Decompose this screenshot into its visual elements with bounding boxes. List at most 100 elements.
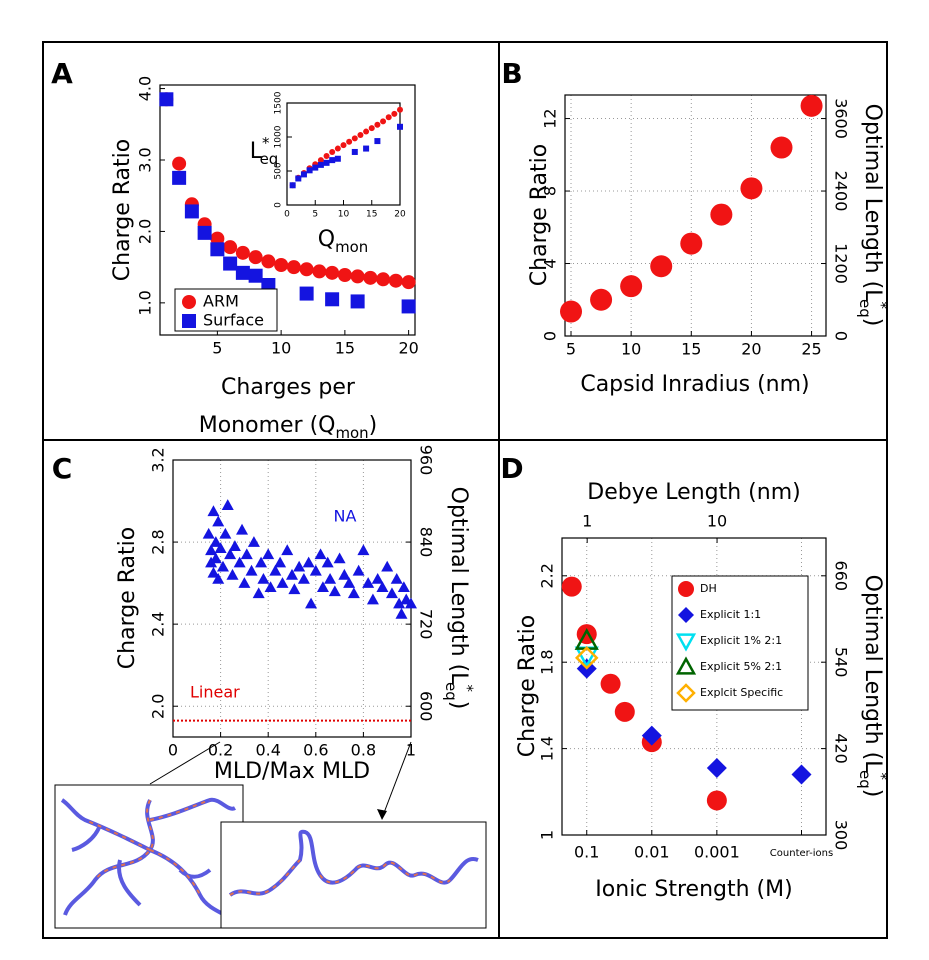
point: [351, 148, 358, 155]
label-part: *: [262, 133, 270, 151]
point: [376, 272, 391, 287]
point: [405, 597, 417, 609]
x-tick-label: 20: [398, 339, 418, 358]
x-tick-label: 10: [271, 339, 291, 358]
point: [614, 701, 635, 722]
legend-label: DH: [700, 582, 717, 595]
legend-label: Surface: [203, 311, 264, 330]
label-part: *: [873, 772, 891, 780]
y2-tick-label: 3600: [832, 98, 851, 139]
point: [600, 673, 621, 694]
label-part: Optimal Length (L: [860, 104, 885, 302]
y2-axis-label: Optimal Length (L*eq): [856, 104, 890, 327]
point: [357, 544, 370, 556]
point: [676, 683, 696, 703]
point: [706, 758, 727, 779]
point: [233, 556, 246, 568]
x-tick-label: 10: [338, 210, 350, 220]
x-axis-label: Capsid Inradius (nm): [580, 372, 809, 397]
plot-frame: [564, 94, 827, 337]
y2-tick-label: 840: [417, 527, 436, 558]
point: [209, 552, 222, 564]
point: [316, 581, 329, 593]
polymer-charges: [229, 859, 451, 896]
label-part: Optimal Length (L: [860, 575, 885, 773]
point: [312, 164, 319, 171]
point: [334, 155, 341, 162]
point: [350, 294, 365, 309]
point: [261, 254, 276, 269]
x-tick-label: 5: [566, 340, 576, 359]
y2-tick-label: 300: [832, 820, 851, 851]
point: [560, 300, 583, 323]
x-tick-label: 10: [621, 340, 641, 359]
point: [675, 656, 697, 675]
point: [302, 556, 315, 568]
point: [374, 121, 381, 128]
point: [328, 585, 341, 597]
point: [299, 262, 314, 277]
y-tick-label: 12: [541, 108, 560, 128]
point: [293, 560, 306, 572]
y-tick-label: 500: [274, 162, 284, 179]
point: [235, 245, 250, 260]
label-part: Q: [318, 227, 335, 252]
point: [678, 581, 694, 597]
point: [352, 564, 365, 576]
label-part: ): [446, 701, 471, 710]
point: [228, 540, 241, 551]
point: [172, 170, 187, 185]
point: [235, 265, 250, 280]
point: [312, 264, 327, 279]
point: [252, 587, 265, 599]
point: [351, 135, 358, 142]
y2-tick-label: 540: [832, 647, 851, 678]
y-tick-label: 1.4: [538, 736, 557, 761]
point: [197, 225, 212, 240]
y-tick-label: 8: [541, 186, 560, 196]
y-axis-label: L* eq: [250, 133, 279, 167]
point: [159, 92, 174, 107]
plot-frame: [286, 102, 401, 206]
point: [650, 255, 673, 278]
point: [325, 292, 340, 307]
point: [343, 577, 356, 588]
point: [238, 577, 251, 588]
point: [357, 131, 364, 138]
point: [306, 167, 313, 174]
x-axis-label: MLD/Max MLD: [214, 759, 370, 784]
x-tick-label: 5: [312, 210, 318, 220]
label-part: eq: [856, 770, 874, 789]
legend-label: Explcit Specific: [700, 686, 783, 699]
point: [276, 577, 289, 588]
point: [269, 564, 282, 576]
label-part: eq: [856, 299, 874, 318]
y-tick-label: 1: [538, 830, 557, 840]
panel-label: D: [500, 452, 523, 485]
point: [393, 597, 406, 609]
x-axis-label: Ionic Strength (M): [595, 877, 792, 902]
point: [329, 148, 336, 155]
plot-area: [287, 103, 400, 205]
point: [380, 118, 387, 125]
y-tick-label: 2.4: [149, 611, 168, 636]
point: [248, 250, 263, 265]
y-tick-label: 4.0: [136, 76, 155, 101]
label-part: L: [250, 139, 263, 164]
polymer-image: [220, 821, 487, 929]
legend-label: Explicit 1:1: [700, 608, 761, 621]
y-tick-label: 2.0: [136, 219, 155, 244]
figure-frame: [42, 41, 888, 939]
label-part: mon: [335, 238, 368, 256]
x-tick-label: 0.2: [208, 741, 233, 760]
x-axis-label: Monomer (Qmon): [199, 413, 378, 442]
point: [329, 157, 336, 164]
x-tick-label: 15: [366, 210, 377, 220]
point: [202, 527, 215, 539]
y-tick-label: 1500: [274, 91, 284, 114]
legend-label: ARM: [203, 292, 239, 311]
point: [321, 556, 334, 568]
y-tick-label: 2.8: [149, 529, 168, 554]
